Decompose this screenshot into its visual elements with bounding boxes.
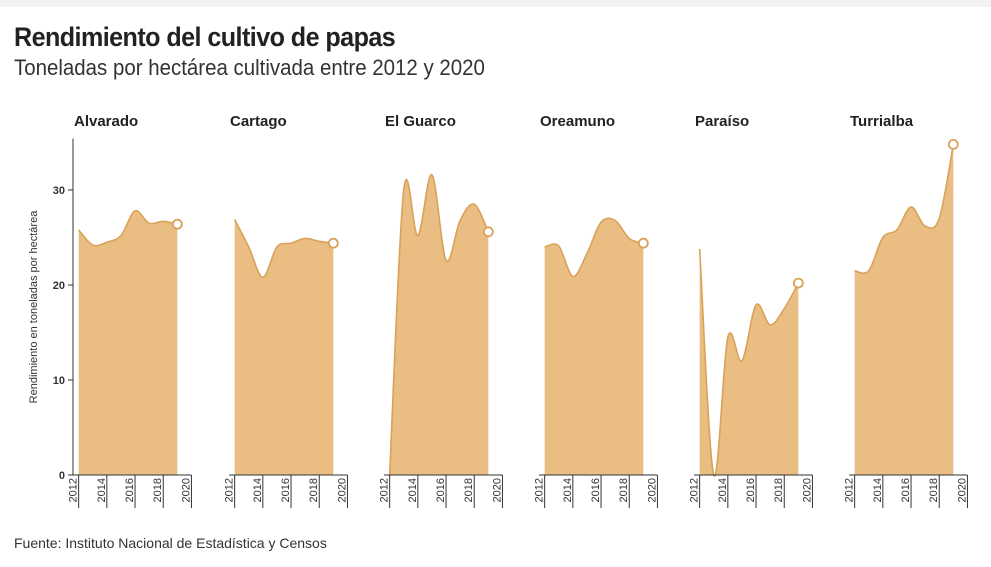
x-tick-label: 2016 bbox=[280, 478, 292, 502]
last-point-marker[interactable] bbox=[482, 226, 494, 238]
x-tick-label: 2018 bbox=[928, 478, 940, 502]
x-tick-label: 2014 bbox=[562, 478, 574, 502]
last-point-marker[interactable] bbox=[327, 237, 339, 249]
last-point-marker[interactable] bbox=[947, 138, 959, 150]
y-tick-label: 10 bbox=[53, 375, 65, 387]
chart-panels: Alvarado 2012 2014 2016 2018 2020 Cartago 2012 2… bbox=[68, 113, 968, 508]
series-line bbox=[388, 173, 490, 476]
series-line bbox=[544, 217, 644, 278]
x-tick-label: 2014 bbox=[96, 478, 108, 502]
x-tick-label: 2014 bbox=[872, 478, 884, 502]
y-axis: 0 10 20 30 Rendimiento en toneladas por hect… bbox=[28, 138, 74, 482]
x-tick-label: 2020 bbox=[646, 478, 658, 502]
series-line bbox=[698, 248, 800, 477]
x-tick-label: 2016 bbox=[435, 478, 447, 502]
series-line bbox=[233, 219, 334, 279]
source-note: Fuente: Instituto Nacional de Estadístic… bbox=[14, 535, 327, 551]
panel: Paraíso 2012 2014 2016 2018 2020 bbox=[689, 113, 813, 508]
x-tick-label: 2016 bbox=[124, 478, 136, 502]
chart-subtitle: Toneladas por hectárea cultivada entre 2… bbox=[14, 55, 485, 80]
series-line bbox=[854, 144, 955, 274]
panel: Turrialba 2012 2014 2016 2018 2020 bbox=[844, 113, 968, 508]
x-tick-label: 2018 bbox=[308, 478, 320, 502]
x-tick-label: 2014 bbox=[717, 478, 729, 502]
panel-label: Turrialba bbox=[850, 113, 914, 130]
panel-label: Paraíso bbox=[695, 113, 749, 130]
last-point-marker[interactable] bbox=[171, 218, 183, 230]
x-tick-label: 2018 bbox=[773, 478, 785, 502]
panel: Alvarado 2012 2014 2016 2018 2020 bbox=[68, 113, 192, 508]
panel-label: Oreamuno bbox=[540, 113, 615, 130]
x-tick-label: 2020 bbox=[956, 478, 968, 502]
x-tick-label: 2012 bbox=[534, 478, 546, 502]
y-tick-label: 20 bbox=[53, 280, 65, 292]
series-line bbox=[78, 209, 178, 247]
series-area bbox=[544, 218, 644, 475]
x-tick-label: 2016 bbox=[900, 478, 912, 502]
panel-label: Cartago bbox=[230, 113, 287, 130]
y-tick-label: 30 bbox=[53, 185, 65, 197]
top-strip bbox=[0, 0, 991, 7]
x-tick-label: 2016 bbox=[590, 478, 602, 502]
small-multiples-area-chart: 0 10 20 30 Rendimiento en toneladas por hect… bbox=[28, 113, 968, 508]
x-tick-label: 2018 bbox=[152, 478, 164, 502]
series-area bbox=[854, 144, 954, 475]
x-tick-label: 2012 bbox=[68, 478, 80, 502]
panel: Cartago 2012 2014 2016 2018 2020 bbox=[224, 113, 348, 508]
series-area bbox=[78, 210, 178, 475]
x-tick-label: 2018 bbox=[618, 478, 630, 502]
series-area bbox=[234, 219, 334, 475]
series-area bbox=[389, 174, 489, 475]
x-tick-label: 2020 bbox=[180, 478, 192, 502]
x-tick-label: 2020 bbox=[336, 478, 348, 502]
x-tick-label: 2018 bbox=[463, 478, 475, 502]
chart-title: Rendimiento del cultivo de papas bbox=[14, 22, 396, 52]
panel: El Guarco 2012 2014 2016 2018 2020 bbox=[379, 113, 503, 508]
x-tick-label: 2012 bbox=[379, 478, 391, 502]
last-point-marker[interactable] bbox=[637, 237, 649, 249]
x-tick-label: 2014 bbox=[252, 478, 264, 502]
x-tick-label: 2012 bbox=[224, 478, 236, 502]
x-tick-label: 2016 bbox=[745, 478, 757, 502]
panel: Oreamuno 2012 2014 2016 2018 2020 bbox=[534, 113, 658, 508]
x-tick-label: 2012 bbox=[689, 478, 701, 502]
x-tick-label: 2020 bbox=[491, 478, 503, 502]
panel-label: Alvarado bbox=[74, 113, 138, 130]
y-axis-title: Rendimiento en toneladas por hectárea bbox=[28, 210, 40, 404]
x-tick-label: 2020 bbox=[801, 478, 813, 502]
y-tick-label: 0 bbox=[59, 470, 65, 482]
x-tick-label: 2012 bbox=[844, 478, 856, 502]
panel-label: El Guarco bbox=[385, 113, 456, 130]
x-tick-label: 2014 bbox=[407, 478, 419, 502]
last-point-marker[interactable] bbox=[792, 277, 804, 289]
series-area bbox=[699, 248, 799, 477]
